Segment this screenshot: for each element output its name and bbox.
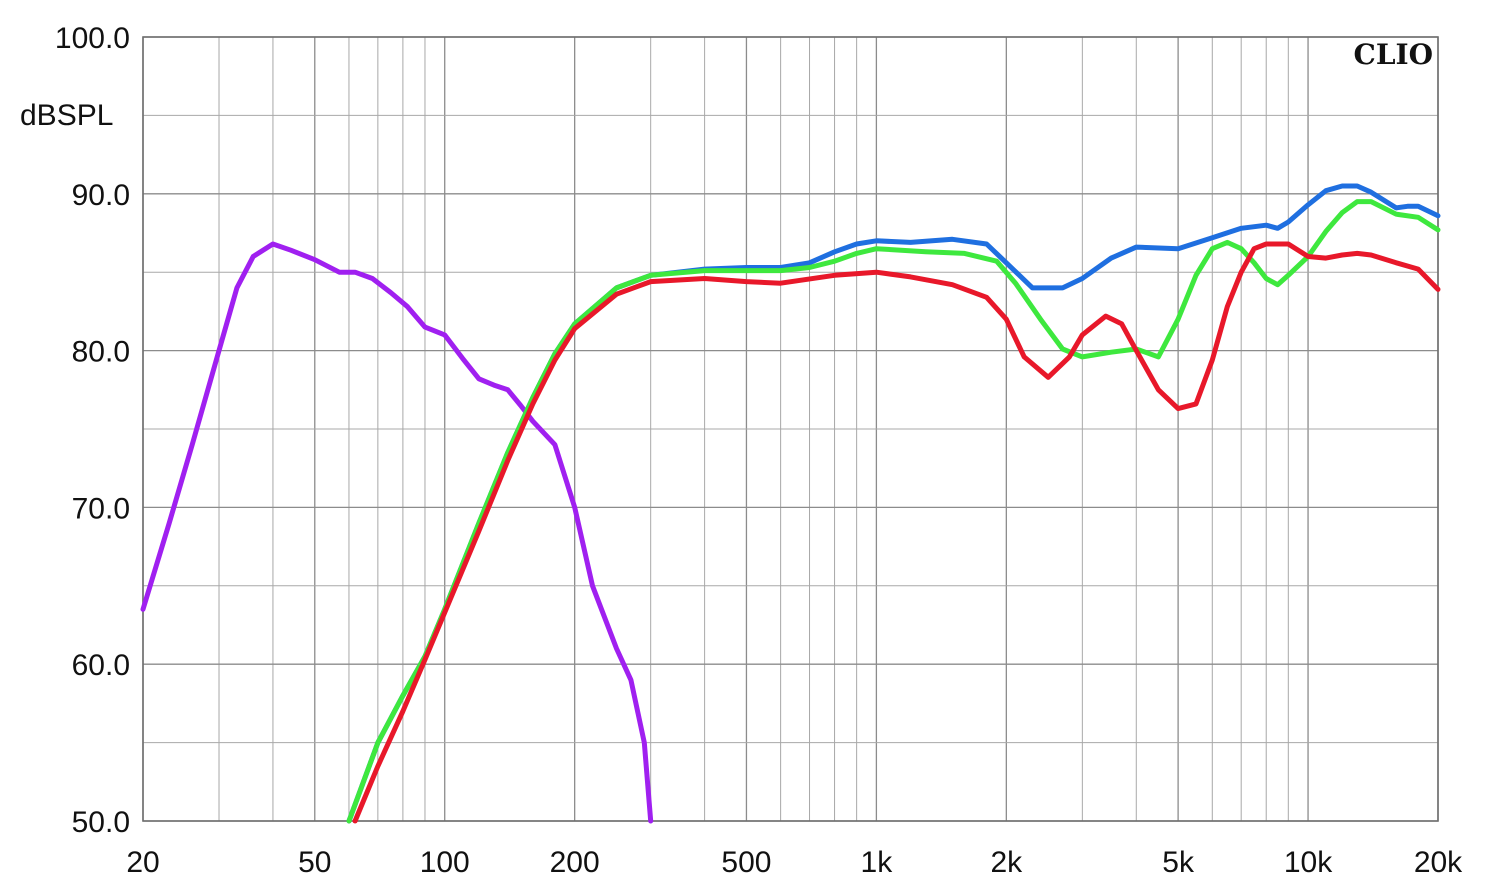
- x-tick-label: 5k: [1162, 846, 1195, 879]
- y-tick-label: 80.0: [72, 336, 130, 369]
- x-axis-ticks: 20 50 100 200 500 1k 2k 5k 10k 20k: [126, 846, 1463, 879]
- x-tick-label: 2k: [990, 846, 1023, 879]
- series-line-1: [140, 241, 654, 824]
- x-tick-label: 20k: [1414, 846, 1463, 879]
- series-line-3: [346, 199, 1441, 824]
- x-tick-label: 10k: [1284, 846, 1333, 879]
- x-tick-label: 50: [298, 846, 331, 879]
- x-tick-label: 20: [126, 846, 159, 879]
- series-line-4: [352, 241, 1441, 824]
- x-tick-label: 200: [550, 846, 600, 879]
- y-tick-label: 50.0: [72, 806, 130, 839]
- y-axis-ticks: 50.0 60.0 70.0 80.0 90.0 100.0: [55, 22, 130, 839]
- y-tick-label: 90.0: [72, 179, 130, 212]
- x-tick-label: 500: [721, 846, 771, 879]
- series-layer: [140, 183, 1441, 824]
- y-tick-label: 100.0: [55, 22, 130, 55]
- y-axis-label: dBSPL: [20, 99, 113, 132]
- y-tick-label: 70.0: [72, 492, 130, 525]
- x-tick-label: 1k: [861, 846, 894, 879]
- clio-brand-label: CLIO: [1354, 38, 1433, 71]
- x-tick-label: 100: [420, 846, 470, 879]
- y-tick-label: 60.0: [72, 649, 130, 682]
- plot-frame: [142, 36, 1439, 822]
